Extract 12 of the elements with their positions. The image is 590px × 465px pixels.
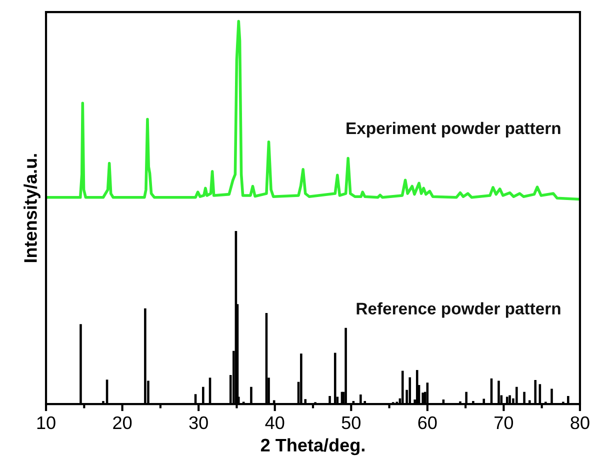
x-tick-label: 30 [189, 416, 208, 430]
series-label: Reference powder pattern [356, 302, 560, 318]
x-tick-label: 70 [494, 416, 514, 430]
x-tick-label: 60 [418, 416, 437, 430]
series-label: Experiment powder pattern [346, 122, 560, 138]
x-tick-label: 50 [342, 416, 360, 430]
x-axis-title: 2 Theta/deg. [260, 438, 364, 456]
x-tick-label: 20 [113, 416, 132, 430]
x-tick-label: 40 [265, 416, 284, 430]
y-axis-title: Intensity/a.u. [24, 154, 40, 262]
x-tick-label: 80 [570, 416, 590, 430]
x-tick-label: 10 [37, 416, 56, 430]
